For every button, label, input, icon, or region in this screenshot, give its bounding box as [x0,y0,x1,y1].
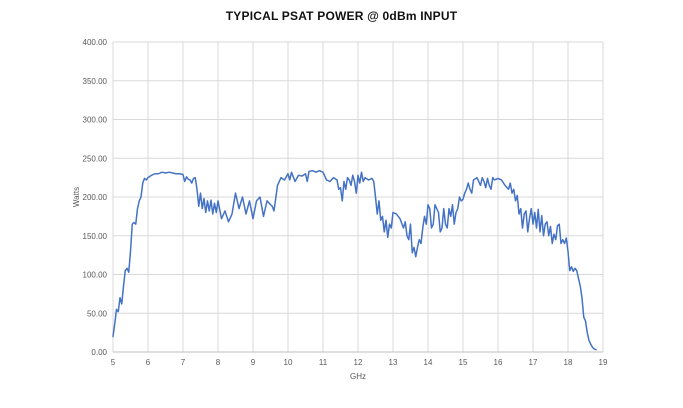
y-axis-title: Watts [72,187,81,207]
x-tick-label: 10 [284,358,293,367]
x-tick-label: 17 [529,358,538,367]
x-tick-label: 5 [111,358,116,367]
x-tick-label: 11 [319,358,328,367]
y-tick-label: 250.00 [83,154,108,163]
x-tick-label: 7 [181,358,186,367]
y-tick-label: 350.00 [83,77,108,86]
series-line-0 [112,169,597,351]
x-tick-label: 16 [494,358,503,367]
y-tick-label: 100.00 [83,271,108,280]
gridlines [112,41,604,353]
y-tick-label: 300.00 [83,116,108,125]
x-tick-label: 14 [424,358,433,367]
x-tick-label: 13 [389,358,398,367]
x-tick-label: 12 [354,358,363,367]
chart-title: TYPICAL PSAT POWER @ 0dBm INPUT [225,9,458,23]
x-tick-label: 18 [564,358,573,367]
x-tick-label: 9 [251,358,256,367]
y-tick-label: 150.00 [83,232,108,241]
x-tick-label: 15 [459,358,468,367]
series-layer [112,169,597,351]
y-tick-label: 50.00 [87,309,108,318]
axes: 0.00 50.00 100.00 150.00 200.00 250.00 300.00 3… [83,38,608,367]
x-tick-label: 6 [146,358,151,367]
x-axis-title: GHz [350,372,366,381]
y-tick-label: 200.00 [83,193,108,202]
y-tick-label: 400.00 [83,38,108,47]
x-tick-label: 19 [599,358,608,367]
y-tick-label: 0.00 [91,348,107,357]
x-tick-label: 8 [216,358,221,367]
